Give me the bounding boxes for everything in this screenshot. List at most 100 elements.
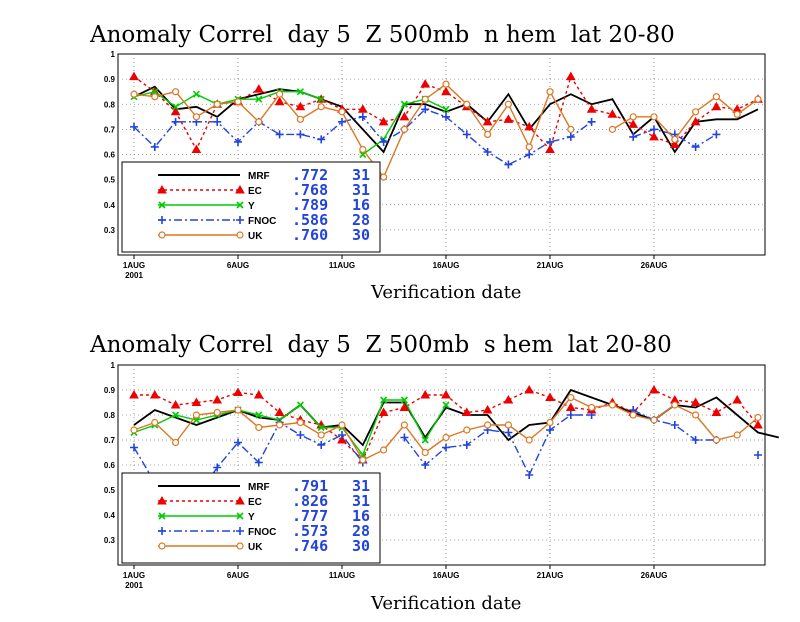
data-point-x bbox=[296, 88, 304, 96]
data-point-plus bbox=[462, 441, 471, 449]
x-tick-label: 26AUG bbox=[641, 571, 668, 580]
legend-series-name: FNOC bbox=[248, 527, 276, 538]
data-point-circle bbox=[504, 421, 512, 429]
legend-count: 28 bbox=[352, 211, 370, 229]
data-point-circle bbox=[733, 431, 741, 439]
data-point-plus bbox=[275, 130, 284, 139]
y-tick-label: 0.7 bbox=[104, 125, 116, 134]
x-tick-label: 11AUG bbox=[329, 261, 355, 270]
data-point-circle bbox=[130, 426, 138, 434]
data-point-plus bbox=[650, 125, 658, 134]
data-point-circle bbox=[130, 90, 138, 98]
legend-item-mrf: MRF .791 31 bbox=[158, 477, 370, 495]
data-point-circle bbox=[317, 103, 325, 111]
data-point-circle bbox=[650, 113, 658, 121]
legend-score: .760 bbox=[292, 226, 328, 244]
data-point-triangle bbox=[545, 144, 555, 153]
x-tick-label: 6AUG bbox=[227, 261, 249, 270]
data-point-plus bbox=[691, 436, 700, 444]
data-point-x bbox=[255, 95, 263, 103]
data-point-triangle bbox=[669, 139, 680, 148]
y-tick-label: 0.4 bbox=[104, 511, 116, 520]
legend-count: 31 bbox=[352, 166, 370, 184]
y-tick-label: 0.9 bbox=[104, 386, 116, 395]
data-point-triangle bbox=[157, 184, 167, 194]
data-point-circle bbox=[192, 113, 200, 121]
data-point-circle bbox=[546, 88, 554, 96]
data-point-x bbox=[172, 103, 180, 111]
data-point-circle bbox=[567, 125, 575, 133]
data-point-circle bbox=[712, 93, 721, 101]
data-point-plus bbox=[691, 142, 700, 151]
legend-count: 30 bbox=[352, 537, 370, 555]
data-point-triangle bbox=[420, 389, 431, 399]
data-point-x bbox=[236, 201, 244, 209]
series-uk bbox=[130, 393, 762, 464]
data-point-circle bbox=[276, 90, 284, 98]
data-point-circle bbox=[608, 401, 617, 409]
legend-count: 31 bbox=[352, 477, 370, 495]
data-point-plus bbox=[213, 463, 222, 472]
data-point-triangle bbox=[157, 495, 167, 505]
data-point-plus bbox=[546, 137, 554, 146]
y-tick-label: 0.9 bbox=[104, 75, 116, 84]
data-point-plus bbox=[338, 431, 346, 439]
data-point-triangle bbox=[503, 114, 514, 123]
data-point-triangle bbox=[378, 116, 389, 126]
data-point-plus bbox=[234, 438, 242, 447]
legend-score: .777 bbox=[292, 507, 328, 525]
data-point-circle bbox=[421, 448, 429, 457]
x-tick-year-label: 2001 bbox=[125, 581, 143, 590]
chart-title: Anomaly Correl day 5 Z 500mb s hem lat 2… bbox=[89, 332, 672, 358]
x-tick-label: 21AUG bbox=[537, 571, 564, 580]
data-point-triangle bbox=[441, 389, 451, 399]
data-point-circle bbox=[172, 438, 180, 447]
data-point-plus bbox=[130, 443, 138, 452]
data-point-circle bbox=[192, 411, 200, 419]
series-line bbox=[133, 399, 447, 457]
y-tick-label: 1 bbox=[111, 361, 116, 370]
data-point-circle bbox=[236, 542, 244, 550]
y-tick-label: 0.3 bbox=[104, 226, 116, 235]
y-tick-label: 0.8 bbox=[104, 411, 116, 420]
data-point-triangle bbox=[337, 434, 347, 444]
data-point-triangle bbox=[235, 495, 245, 505]
data-point-plus bbox=[317, 441, 326, 449]
data-point-triangle bbox=[233, 387, 243, 396]
series-uk bbox=[130, 80, 762, 181]
data-point-triangle bbox=[191, 144, 202, 153]
x-tick-label: 1AUG bbox=[123, 571, 145, 580]
x-tick-label: 6AUG bbox=[227, 571, 249, 580]
legend-series-name: UK bbox=[248, 542, 263, 553]
data-point-x bbox=[236, 512, 244, 520]
legend-series-name: UK bbox=[248, 231, 263, 242]
legend-series-name: Y bbox=[248, 512, 255, 523]
data-point-circle bbox=[338, 421, 346, 429]
data-point-circle bbox=[463, 100, 471, 108]
x-tick-label: 1AUG bbox=[123, 261, 145, 270]
data-point-plus bbox=[670, 421, 679, 429]
data-point-circle bbox=[380, 173, 388, 181]
data-point-triangle bbox=[690, 116, 701, 126]
data-point-triangle bbox=[586, 104, 597, 113]
y-tick-label: 0.6 bbox=[104, 151, 116, 160]
legend-score: .573 bbox=[292, 522, 328, 540]
data-point-circle bbox=[158, 231, 166, 239]
data-point-plus bbox=[358, 112, 367, 121]
data-point-circle bbox=[296, 418, 304, 427]
x-tick-label: 26AUG bbox=[641, 261, 668, 270]
series-line bbox=[403, 414, 592, 477]
data-point-triangle bbox=[295, 101, 306, 111]
data-point-plus bbox=[254, 458, 263, 467]
y-tick-label: 0.8 bbox=[104, 100, 116, 109]
data-point-plus bbox=[587, 411, 596, 419]
x-tick-year-label: 2001 bbox=[125, 271, 143, 280]
data-point-plus bbox=[712, 130, 721, 139]
legend-item-fnoc: FNOC .573 28 bbox=[158, 522, 370, 540]
legend-count: 16 bbox=[352, 196, 370, 214]
y-tick-label: 0.5 bbox=[104, 176, 116, 185]
data-point-plus bbox=[158, 216, 166, 224]
legend-score: .746 bbox=[292, 537, 328, 555]
legend-series-name: EC bbox=[248, 497, 262, 508]
data-point-circle bbox=[359, 145, 367, 154]
